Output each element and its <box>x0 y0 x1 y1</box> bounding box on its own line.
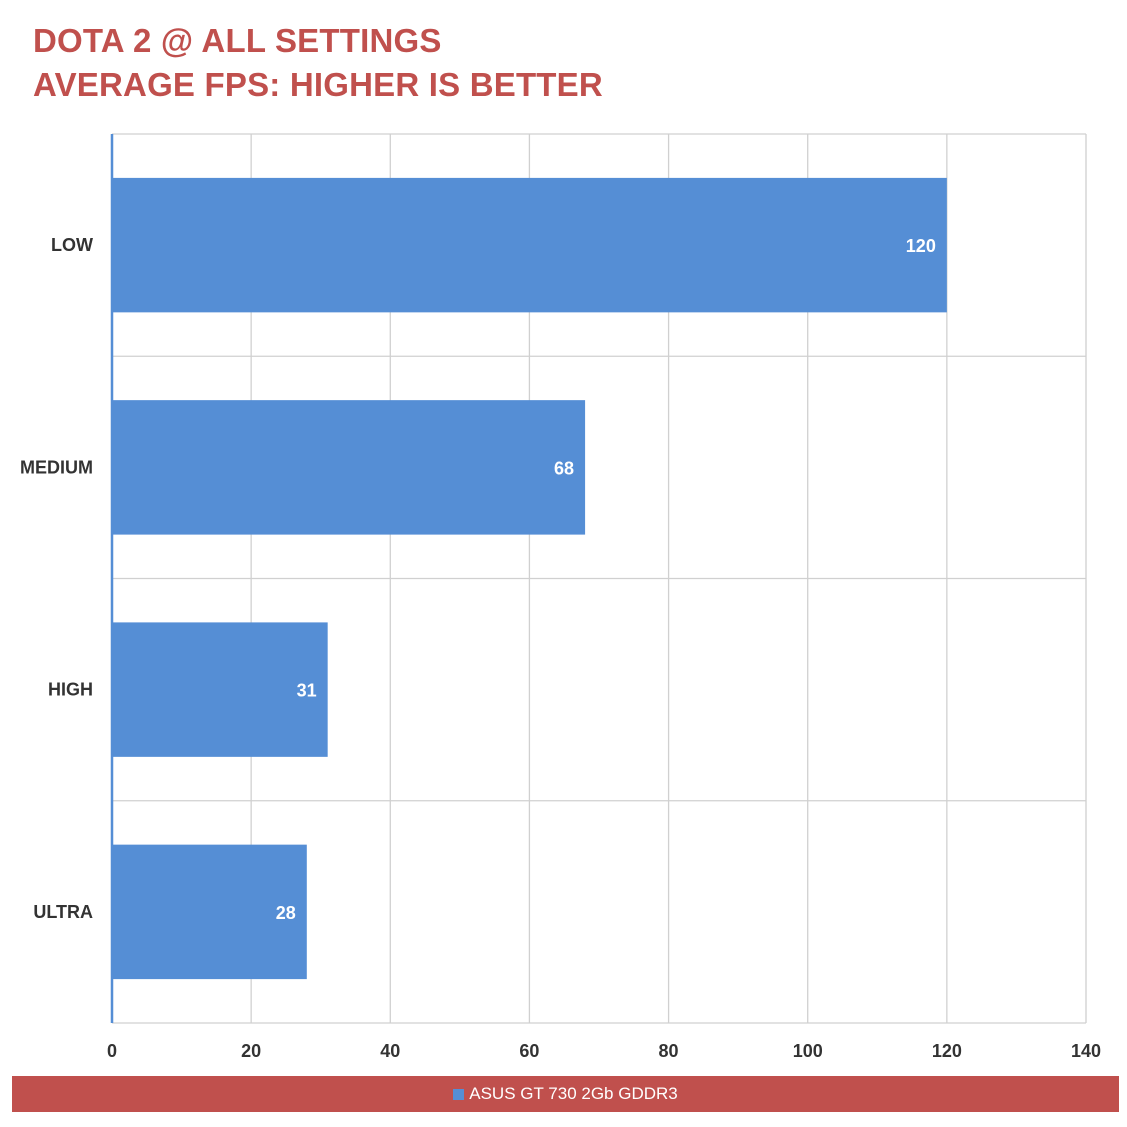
data-label: 28 <box>276 903 296 923</box>
data-label: 68 <box>554 458 574 478</box>
category-label: ULTRA <box>33 902 93 922</box>
x-tick-label: 60 <box>519 1041 539 1061</box>
chart-title: DOTA 2 @ ALL SETTINGS <box>33 22 442 59</box>
category-label: HIGH <box>48 680 93 700</box>
x-tick-label: 20 <box>241 1041 261 1061</box>
category-label: MEDIUM <box>20 457 93 477</box>
x-tick-label: 40 <box>380 1041 400 1061</box>
bar <box>112 844 307 980</box>
legend-label: ASUS GT 730 2Gb GDDR3 <box>469 1084 678 1103</box>
bar <box>112 622 328 757</box>
data-label: 31 <box>297 681 317 701</box>
legend-swatch <box>453 1088 465 1100</box>
bar <box>112 400 586 535</box>
bar <box>112 177 947 313</box>
data-label: 120 <box>906 236 936 256</box>
category-label: LOW <box>51 235 93 255</box>
x-tick-label: 0 <box>107 1041 117 1061</box>
x-tick-label: 120 <box>932 1041 962 1061</box>
legend: ASUS GT 730 2Gb GDDR3 <box>12 1076 1119 1112</box>
x-tick-label: 140 <box>1071 1041 1101 1061</box>
chart-subtitle: AVERAGE FPS: HIGHER IS BETTER <box>33 66 603 103</box>
x-tick-label: 100 <box>793 1041 823 1061</box>
x-tick-label: 80 <box>659 1041 679 1061</box>
